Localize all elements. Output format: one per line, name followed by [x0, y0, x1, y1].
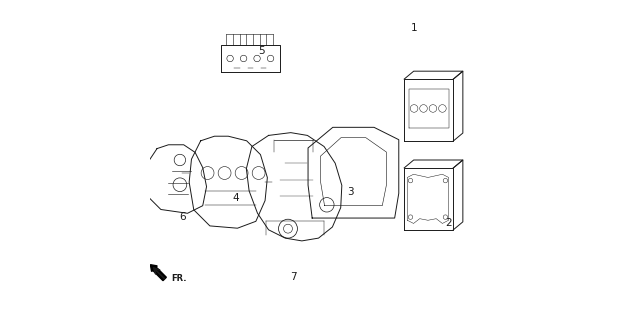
Text: 7: 7	[290, 272, 297, 282]
Text: 6: 6	[179, 212, 185, 222]
Text: 1: 1	[411, 23, 418, 33]
Text: 2: 2	[445, 219, 452, 228]
FancyArrow shape	[150, 265, 166, 281]
Text: 5: 5	[258, 45, 265, 56]
Text: 4: 4	[233, 193, 239, 203]
Text: 3: 3	[347, 187, 353, 197]
Text: FR.: FR.	[171, 275, 187, 284]
